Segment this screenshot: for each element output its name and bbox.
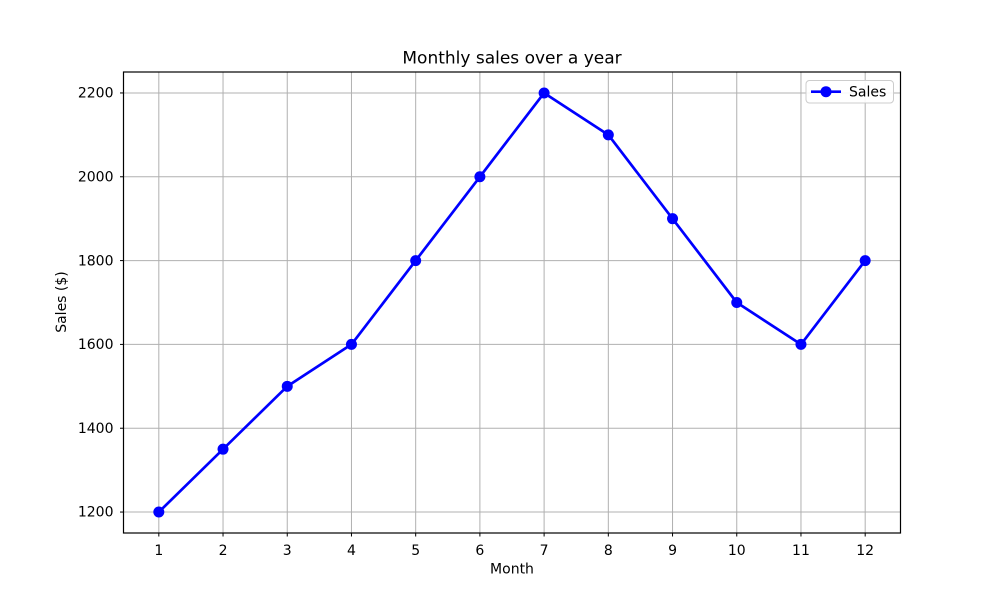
legend-label: Sales (849, 85, 886, 101)
legend: Sales (805, 80, 894, 104)
y-axis-label: Sales ($) (54, 271, 70, 333)
data-point-marker (859, 255, 871, 267)
data-point-marker (538, 87, 550, 99)
data-point-marker (410, 255, 422, 267)
x-tick-label: 6 (475, 543, 484, 559)
x-tick-label: 4 (347, 543, 356, 559)
data-point-marker (474, 171, 486, 183)
x-axis-label: Month (490, 562, 534, 578)
plot-border (122, 71, 902, 534)
data-point-marker (153, 506, 165, 518)
data-point-marker (345, 338, 357, 350)
data-layer (153, 87, 871, 518)
x-tick-label: 2 (219, 543, 228, 559)
x-tick-label: 3 (283, 543, 292, 559)
data-point-marker (731, 297, 743, 308)
data-point-marker (795, 338, 807, 350)
x-tick-label: 12 (856, 543, 874, 559)
data-point-marker (667, 213, 679, 225)
x-tick-label: 7 (540, 543, 549, 559)
y-tick-label: 2000 (78, 169, 114, 185)
x-tick-label: 5 (411, 543, 420, 559)
grid-layer (123, 72, 901, 533)
legend-sample-marker-icon (820, 86, 832, 98)
y-tick-label: 1200 (78, 505, 114, 521)
x-tick-label: 8 (604, 543, 613, 559)
x-tick-label: 9 (668, 543, 677, 559)
data-point-marker (602, 129, 614, 141)
axes-spines (122, 71, 902, 534)
chart-title: Monthly sales over a year (402, 49, 621, 69)
y-tick-label: 1600 (78, 337, 114, 353)
y-tick-label: 1400 (78, 421, 114, 437)
y-tick-label: 2200 (78, 86, 114, 102)
legend-box (805, 80, 894, 104)
y-tick-label: 1800 (78, 253, 114, 269)
data-point-marker (281, 380, 293, 392)
x-tick-label: 1 (154, 543, 163, 559)
x-tick-label: 11 (792, 543, 810, 559)
series-line (157, 91, 867, 514)
data-point-marker (217, 443, 229, 455)
x-tick-label: 10 (728, 543, 746, 559)
